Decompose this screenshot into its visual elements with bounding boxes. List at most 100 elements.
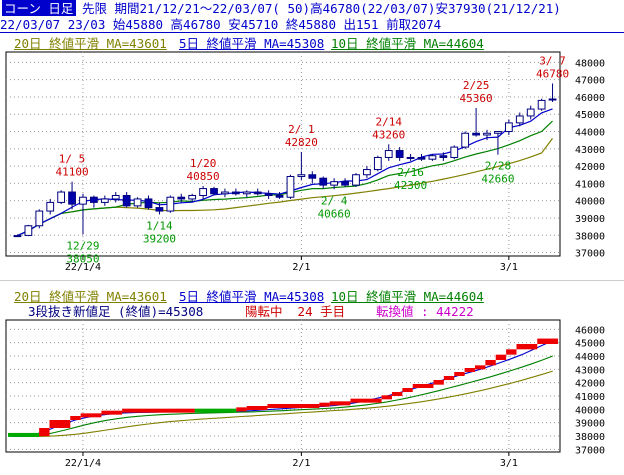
bottom-y-tick-label: 40000 xyxy=(575,405,605,416)
candle-down xyxy=(90,196,98,203)
top-y-tick-label: 45000 xyxy=(575,110,605,121)
top-y-tick-label: 38000 xyxy=(575,231,605,242)
candle-down xyxy=(341,181,349,186)
top-plot-frame xyxy=(5,51,561,257)
annotation-date: 2/25 xyxy=(463,79,490,92)
candle-up xyxy=(35,210,44,227)
annotation-date: 2/ 1 xyxy=(288,123,315,136)
candlestick-chart: 37000 38000 39000 40000 41000 42000 43000 44000… xyxy=(5,51,605,273)
candle-down xyxy=(439,155,448,158)
candle-up xyxy=(242,191,251,195)
bottom-legend-ma10: 10日 終値平滑 MA=44604 xyxy=(331,289,484,304)
brick-up xyxy=(70,416,81,420)
brick-up xyxy=(474,365,486,370)
brick-up xyxy=(391,392,403,396)
top-y-tick-label: 47000 xyxy=(575,76,605,87)
candle-down xyxy=(68,191,76,205)
candle-up xyxy=(548,98,557,101)
brick-up xyxy=(537,338,558,344)
candle-up xyxy=(79,196,87,205)
chart-header-line2: 22/03/07 23/03 始45880 高46780 安45710 終458… xyxy=(0,16,624,33)
bottom-y-tick-label: 44000 xyxy=(575,352,605,363)
brick-up xyxy=(319,402,330,407)
annotation-date: 2/28 xyxy=(485,160,512,173)
bottom-x-tick-label: 2/1 xyxy=(292,458,310,469)
bottom-x-tick-label: 3/1 xyxy=(500,458,518,469)
brick-up xyxy=(267,404,320,408)
candle-up xyxy=(46,201,55,212)
brick-up xyxy=(485,360,496,366)
top-legend-ma10: 10日 終値平滑 MA=44604 xyxy=(331,36,484,51)
brick-up xyxy=(506,349,517,355)
chart-header-line1: コーン 日足 先限 期間21/12/21～22/03/07( 50)高46780… xyxy=(0,0,624,17)
annotation-price: 42820 xyxy=(285,136,318,149)
brick-up xyxy=(495,354,507,360)
candle-up xyxy=(286,175,295,198)
candle-up xyxy=(133,198,142,207)
candle-down xyxy=(231,191,240,195)
panel-separator xyxy=(0,280,624,281)
brick-up xyxy=(464,368,475,372)
candle-up xyxy=(111,194,120,200)
candle-up xyxy=(537,99,546,110)
brick-up xyxy=(39,428,50,437)
candle-up xyxy=(57,191,66,203)
brick-up xyxy=(80,413,102,418)
brick-up xyxy=(101,410,123,415)
top-legend-ma5: 5日 終値平滑 MA=45308 xyxy=(179,36,325,51)
brick-up xyxy=(454,372,465,376)
shinne-status: 陽転中 24 手目 xyxy=(245,304,346,319)
annotation-date: 1/20 xyxy=(190,157,217,170)
candle-up xyxy=(352,174,360,186)
bottom-y-tick-label: 41000 xyxy=(575,392,605,403)
candle-up xyxy=(363,169,371,176)
candle-down xyxy=(122,194,131,207)
top-y-tick-label: 43000 xyxy=(575,145,605,156)
candle-up xyxy=(373,156,382,171)
brick-down xyxy=(194,408,237,413)
top-legend-ma20: 20日 終値平滑 MA=43601 xyxy=(14,36,167,51)
candle-down xyxy=(395,150,404,158)
candle-up xyxy=(24,225,33,236)
annotation-price: 41100 xyxy=(55,166,88,179)
annotation-date: 2/ 4 xyxy=(321,194,348,207)
candle-up xyxy=(384,150,393,158)
brick-up xyxy=(381,395,392,400)
candle-down xyxy=(144,198,153,209)
candle-down xyxy=(264,193,273,196)
candle-up xyxy=(428,155,437,160)
candle-up xyxy=(526,108,535,117)
candle-down xyxy=(177,196,186,200)
tenkan-value: 転換値 : 44222 xyxy=(376,304,474,319)
candle-down xyxy=(253,191,262,195)
top-y-tick-label: 46000 xyxy=(575,93,605,104)
candle-up xyxy=(515,115,524,124)
brick-up xyxy=(350,398,382,403)
latest-bar-info: 22/03/07 23/03 始45880 高46780 安45710 終458… xyxy=(0,17,442,32)
instrument-title: コーン 日足 xyxy=(2,0,77,17)
candle-up xyxy=(450,146,459,158)
annotation-price: 43260 xyxy=(372,128,405,141)
candle-down xyxy=(155,207,164,212)
bottom-ma10-line xyxy=(13,355,553,438)
annotation-date: 1/14 xyxy=(146,220,173,233)
bottom-y-tick-label: 42000 xyxy=(575,379,605,390)
annotation-price: 39200 xyxy=(143,233,176,246)
brick-up xyxy=(329,401,351,406)
annotation-price: 40850 xyxy=(187,170,220,183)
candle-up xyxy=(188,194,197,200)
top-x-tick-label: 22/1/4 xyxy=(65,262,101,273)
bottom-plot-frame xyxy=(5,319,561,453)
brick-up xyxy=(412,384,434,388)
brick-down xyxy=(8,432,40,437)
brick-up xyxy=(236,407,247,412)
bottom-x-tick-label: 22/1/4 xyxy=(65,458,101,469)
annotation-price: 45360 xyxy=(460,92,493,105)
bottom-y-tick-label: 45000 xyxy=(575,339,605,350)
candle-up xyxy=(330,181,339,186)
candle-down xyxy=(417,156,426,160)
bottom-y-tick-label: 43000 xyxy=(575,365,605,376)
top-y-tick-label: 40000 xyxy=(575,197,605,208)
top-y-tick-label: 42000 xyxy=(575,162,605,173)
bottom-legend-ma5: 5日 終値平滑 MA=45308 xyxy=(179,289,325,304)
